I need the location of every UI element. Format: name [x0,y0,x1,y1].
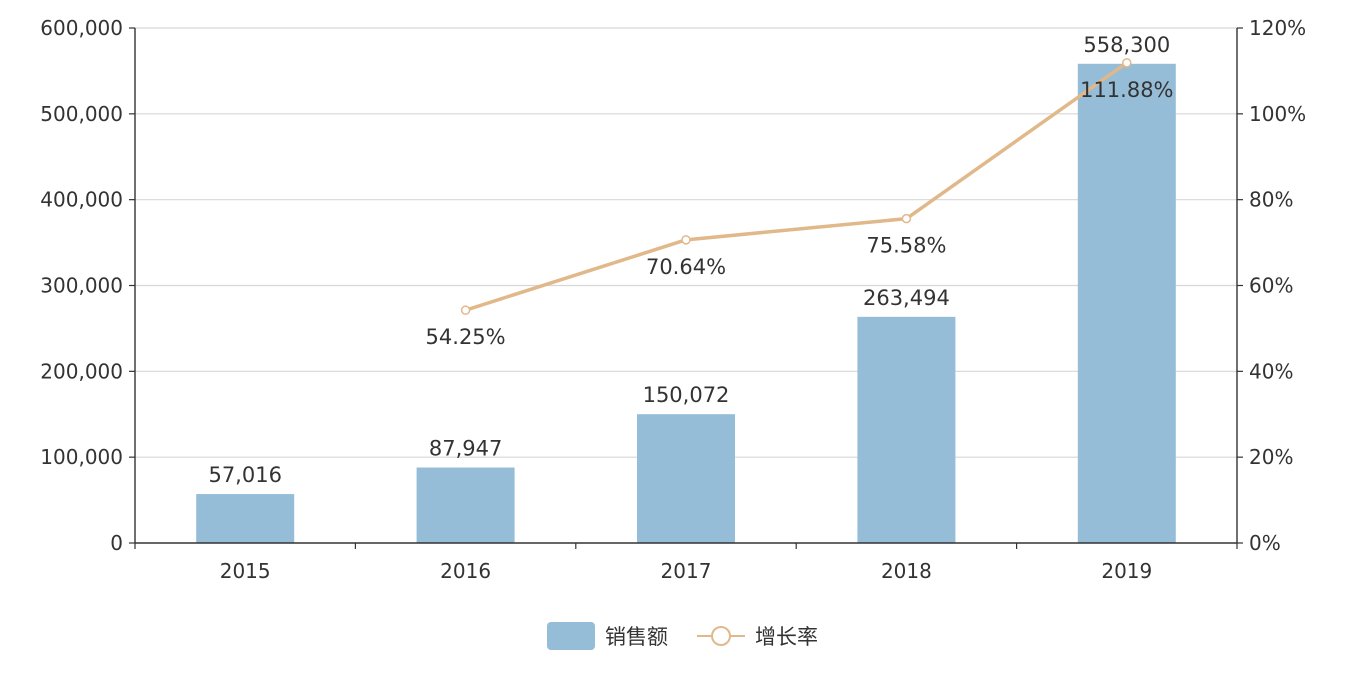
legend-bar-label: 销售额 [605,625,668,649]
growth-point [901,213,912,224]
y-left-tick-label: 300,000 [40,274,123,298]
y-right-tick-label: 0% [1249,531,1281,555]
y-left-tick-label: 500,000 [40,102,123,126]
growth-point [1122,58,1132,68]
growth-value-label: 54.25% [426,325,506,349]
y-left-tick-label: 100,000 [40,445,123,469]
x-tick-label: 2019 [1101,559,1152,583]
y-right-tick-label: 100% [1249,102,1306,126]
x-tick-label: 2015 [220,559,271,583]
growth-point [460,305,471,315]
y-left-tick-label: 200,000 [40,359,123,383]
y-right-tick-label: 80% [1249,188,1293,212]
growth-value-label: 111.88% [1080,78,1173,102]
bar [637,414,735,543]
y-left-tick-label: 600,000 [40,16,123,40]
x-tick-label: 2018 [881,559,932,583]
y-right-tick-label: 20% [1249,445,1293,469]
gridlines [135,27,1237,458]
growth-point [681,235,691,245]
bars [196,63,1176,543]
legend: 销售额 增长率 [547,622,818,650]
data-labels: 57,016 87,947 150,072 263,494 558,300 54.25% 7… [208,33,1173,487]
legend-line-marker [711,626,731,646]
y-right-tick-label: 120% [1249,16,1306,40]
growth-value-label: 75.58% [866,234,946,258]
bar-value-label: 150,072 [643,383,730,407]
bar [196,494,295,543]
bar-value-label: 87,947 [429,437,502,461]
y-left-tick-label: 400,000 [40,188,123,212]
growth-line [460,58,1132,315]
growth-value-label: 70.64% [646,255,726,279]
axes: 0 0% 100,000 20% 200,000 40% 300,000 60% 400,000… [40,16,1306,583]
y-right-tick-label: 40% [1249,359,1293,383]
legend-line-label: 增长率 [755,625,818,649]
legend-bar-swatch [547,622,595,650]
y-right-tick-label: 60% [1249,274,1293,298]
bar-value-label: 558,300 [1083,33,1170,57]
y-left-tick-label: 0 [110,531,123,555]
x-tick-label: 2017 [661,559,712,583]
bar-value-label: 263,494 [863,286,950,310]
bar-value-label: 57,016 [208,463,281,487]
bar [1077,63,1176,543]
x-tick-label: 2016 [440,559,491,583]
bar [416,467,515,543]
bar [857,316,956,543]
growth-line-path [465,61,1128,312]
